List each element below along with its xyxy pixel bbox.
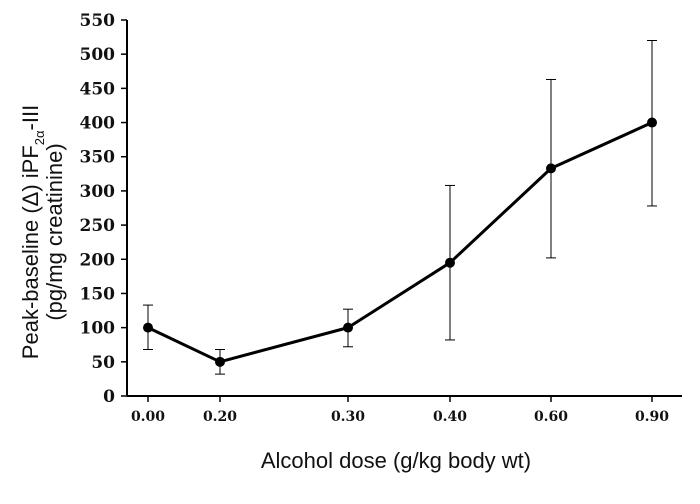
y-tick-label: 150 bbox=[80, 284, 116, 304]
x-tick-label: 0.90 bbox=[635, 409, 669, 425]
data-point bbox=[215, 356, 225, 367]
y-axis-title-line1-b: -III bbox=[18, 105, 43, 131]
y-tick-label: 300 bbox=[80, 182, 116, 202]
y-tick-label: 400 bbox=[80, 114, 116, 134]
plot-area bbox=[121, 19, 682, 402]
data-point bbox=[143, 322, 153, 333]
y-tick-label: 450 bbox=[80, 79, 116, 99]
y-tick-labels: 0 50 100 150 200 250 300 350 400 450 500 550 bbox=[80, 11, 116, 407]
x-tick-label: 0.20 bbox=[203, 409, 237, 425]
y-axis-title: Peak-baseline (Δ) iPF2α-III (pg/mg creat… bbox=[18, 105, 67, 359]
data-point bbox=[445, 257, 455, 268]
y-axis-title-line2: (pg/mg creatinine) bbox=[42, 143, 67, 320]
y-axis-title-subscript: 2α bbox=[32, 130, 47, 145]
x-axis-title: Alcohol dose (g/kg body wt) bbox=[261, 448, 531, 473]
y-tick-label: 550 bbox=[80, 11, 116, 31]
y-tick-label: 250 bbox=[80, 216, 116, 236]
y-tick-label: 350 bbox=[80, 148, 116, 168]
x-tick-labels: 0.00 0.20 0.30 0.40 0.60 0.90 bbox=[131, 409, 669, 425]
x-tick-label: 0.30 bbox=[331, 409, 365, 425]
svg-text:Peak-baseline (Δ) iPF2α-III: Peak-baseline (Δ) iPF2α-III bbox=[18, 105, 47, 359]
y-tick-label: 0 bbox=[103, 387, 115, 407]
series-line bbox=[147, 121, 653, 364]
y-tick-label: 50 bbox=[91, 353, 115, 373]
x-tick-label: 0.00 bbox=[131, 409, 165, 425]
data-point bbox=[546, 163, 556, 174]
y-axis-title-line1-a: Peak-baseline (Δ) iPF bbox=[18, 145, 43, 359]
data-point bbox=[647, 117, 657, 128]
y-tick-label: 100 bbox=[80, 319, 116, 339]
data-point bbox=[343, 322, 353, 333]
x-tick-label: 0.40 bbox=[433, 409, 467, 425]
y-tick-label: 500 bbox=[80, 45, 116, 65]
x-tick-label: 0.60 bbox=[534, 409, 568, 425]
y-tick-label: 200 bbox=[80, 250, 116, 270]
